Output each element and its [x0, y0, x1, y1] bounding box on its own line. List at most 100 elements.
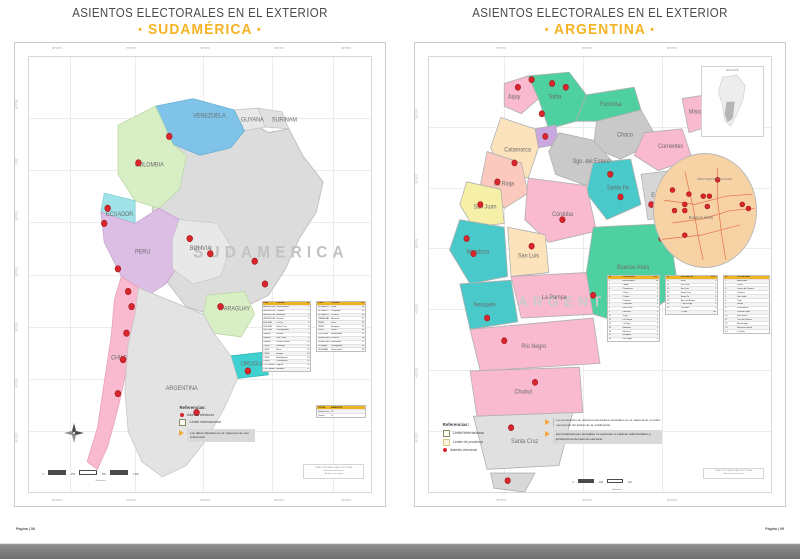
left-title-sub: • SUDAMÉRICA • [16, 21, 384, 38]
table-cell: 13 [307, 352, 310, 355]
seat-marker [193, 409, 200, 417]
table-cell: 6 [308, 325, 310, 328]
right-tick-top-0: 70°0'0"O [496, 47, 507, 50]
seat-dot-icon [179, 412, 184, 417]
table-cell: Guayaquil [331, 310, 341, 313]
seat-marker [244, 367, 252, 375]
table-cell: 17 [666, 280, 670, 283]
table-cell: La Rioja [622, 322, 631, 325]
table-row: ARGENTINA Buenos Aires 1 [262, 304, 311, 309]
label-formosa: Formosa [600, 102, 622, 108]
left-ref-seat-label: Asiento electoral [186, 412, 214, 417]
table-row: ECUADOR Quito 18 [317, 304, 366, 309]
table-cell: Rio de Janeiro [276, 341, 290, 344]
locator-caption: UBICACIÓN [725, 68, 740, 72]
table-cell: 1 [608, 280, 610, 283]
label-chile: CHILE [111, 355, 127, 361]
right-scale-seg-0 [578, 479, 595, 484]
table-cell: 29 [331, 410, 334, 413]
table-cell: 18 [361, 306, 365, 309]
seat-marker [590, 291, 597, 299]
table-row: 19 San Luis 2 [665, 286, 718, 291]
table-cell: 7 [308, 329, 310, 332]
province-rionegro [469, 317, 601, 372]
right-t3-h1: LOCALIDAD [737, 276, 750, 279]
table-cell: 16 [307, 364, 310, 367]
right-table-2-header: N° PROVINCIA LOC. [665, 275, 718, 279]
table-cell: 4 [715, 291, 717, 294]
seat-marker [562, 83, 569, 91]
argentina-map-svg: ARGENTINA Jujuy Salta Formosa Chaco Cata… [449, 71, 714, 492]
table-cell: 15 [307, 360, 310, 363]
table-cell: Chubut [622, 295, 630, 298]
compass-icon [64, 423, 85, 444]
compass-rose-left [63, 422, 85, 449]
intl-border-swatch-icon [179, 418, 187, 426]
label-venezuela: VENEZUELA [193, 113, 226, 119]
table-row: 20 Santa Cruz 4 [665, 290, 718, 294]
table-cell: ARGENTINA [263, 306, 276, 309]
right-tick-top-2: 60°0'0"O [666, 47, 677, 50]
label-santacruz: Santa Cruz [511, 439, 538, 445]
right-note-2-text: Las localizaciones puntuales no expresan… [555, 432, 651, 441]
left-t3-h1: ASIENTOS [331, 406, 343, 409]
table-cell: Buenos Aires [622, 280, 635, 283]
left-tick-lft-5: 40°0'0"S [15, 377, 19, 388]
left-tick-lft-4: 30°0'0"S [15, 322, 19, 332]
table-row: 15 Neuquén 3 [607, 332, 660, 337]
amba-inset: Buenos Aires ÁREA METROPOLITANA [652, 152, 758, 268]
table-row: 12 Berazategui [724, 321, 769, 325]
left-t3-h2 [354, 406, 365, 409]
left-tick-lft-3: 20°0'0"S [15, 266, 19, 276]
table-row: 10 San Martín [724, 313, 769, 318]
seat-marker [123, 329, 130, 337]
table-cell: 9 [656, 284, 659, 286]
table-cell: 10 [725, 315, 728, 317]
table-cell: Mendoza [622, 326, 632, 329]
left-scale-t2: 500 [101, 472, 106, 476]
table-cell: CHILE [263, 356, 270, 359]
table-cell: CABA [622, 284, 629, 286]
table-cell: Santa Cruz [276, 325, 287, 328]
right-graticule-h-4 [429, 370, 771, 372]
table-row: 1 Buenos Aires 14 [607, 278, 660, 283]
table-cell [758, 330, 768, 333]
right-references-title: Referencias: [442, 422, 470, 428]
table-row: CHILE Iquique 13 [262, 351, 311, 356]
table-cell: Buenos Aires [276, 306, 289, 309]
table-cell: Neuquén [622, 334, 632, 337]
right-credit-box: DIRECCIÓN NACIONAL ELECTORAL Ministerio … [703, 467, 765, 479]
table-cell: 1 [725, 280, 727, 283]
label-misiones: Misiones [689, 110, 711, 116]
seat-dot-icon [443, 447, 448, 452]
table-row: CHILE Santiago 11 [262, 343, 311, 348]
table-row: 1 Avellaneda [724, 278, 769, 283]
table-cell: 8 [725, 307, 727, 310]
seat-marker [477, 201, 484, 208]
table-cell: ARGENTINA [263, 310, 276, 313]
table-cell: 4 [656, 338, 659, 341]
label-sudamerica: SUDAMERICA [193, 243, 349, 262]
table-cell: Berazategui [737, 322, 749, 325]
table-cell [758, 284, 768, 287]
table-row: URUGUAY Montevideo 25 [317, 331, 366, 336]
left-references: Referencias: Asiento electoral Límite in… [179, 405, 255, 445]
table-cell: 5 [656, 326, 659, 329]
table-cell [758, 311, 768, 314]
table-row: 6 Córdoba 8 [607, 298, 660, 302]
table-row: GUYANA Georgetown 28 [317, 343, 366, 348]
table-cell: 4 [725, 291, 727, 294]
table-cell: Salta [680, 280, 686, 283]
left-title-bullet-right: • [256, 24, 262, 37]
table-cell: BRASIL [263, 341, 271, 344]
table-row: BRASIL Sao Paulo 9 [262, 335, 311, 340]
table-cell: 2 [725, 284, 727, 286]
label-colombia: COLOMBIA [135, 162, 164, 168]
table-cell: Chaco [622, 291, 629, 294]
table-row: 7 Corrientes 3 [607, 301, 660, 306]
table-cell: Corrientes [622, 303, 633, 306]
table-row: BOLIVIA Santa Cruz 6 [262, 324, 311, 328]
table-cell [758, 318, 768, 321]
table-row: 7 Morón [724, 301, 769, 306]
province-tierradelfuego [490, 472, 536, 492]
